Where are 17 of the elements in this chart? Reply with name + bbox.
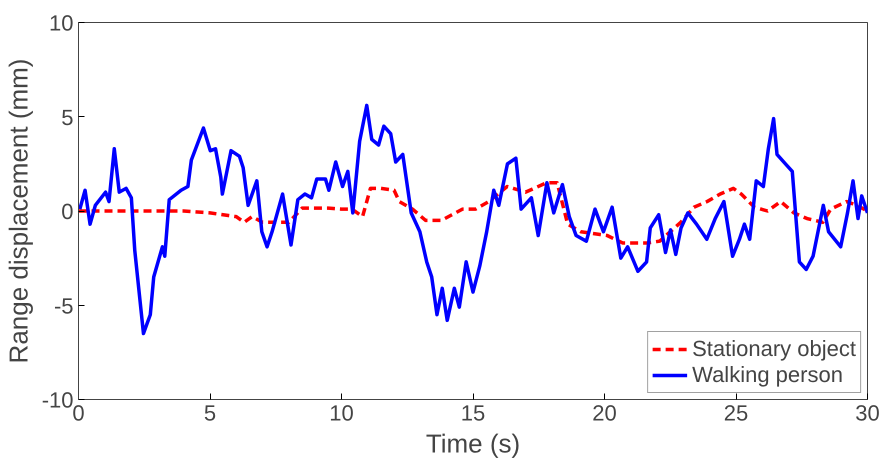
y-tick-label: 0 bbox=[61, 199, 74, 224]
y-tick-label: 5 bbox=[61, 104, 74, 130]
x-axis-title: Time (s) bbox=[426, 428, 520, 458]
y-axis-title: Range displacement (mm) bbox=[4, 58, 34, 364]
x-tick-label: 5 bbox=[204, 400, 216, 426]
legend-label: Stationary object bbox=[692, 336, 856, 362]
line-series bbox=[78, 180, 868, 245]
y-tick-label: 10 bbox=[49, 10, 74, 36]
y-tick-label: -10 bbox=[42, 388, 74, 412]
x-tick-label: 25 bbox=[724, 400, 748, 426]
x-tick-label: 20 bbox=[592, 400, 617, 426]
y-tick-label: -5 bbox=[54, 293, 74, 318]
x-tick-label: 30 bbox=[855, 400, 880, 426]
x-tick-label: 10 bbox=[329, 400, 354, 426]
legend-label: Walking person bbox=[692, 362, 843, 388]
line-series bbox=[78, 104, 868, 336]
x-tick-label: 15 bbox=[460, 400, 486, 426]
